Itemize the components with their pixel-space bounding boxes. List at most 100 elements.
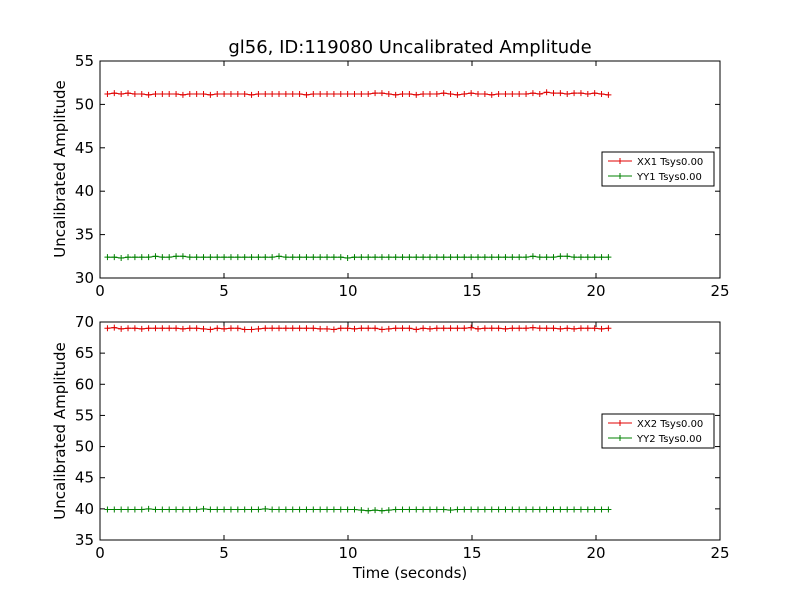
- data-point: [200, 505, 207, 512]
- data-point: [358, 254, 365, 261]
- data-point: [351, 325, 358, 332]
- data-point: [193, 90, 200, 97]
- data-point: [564, 325, 571, 332]
- data-point: [241, 506, 248, 513]
- data-point: [529, 90, 536, 97]
- data-point: [324, 506, 331, 513]
- data-point: [509, 325, 516, 332]
- data-point: [214, 325, 221, 332]
- y-tick-label: 55: [75, 52, 94, 70]
- data-point: [523, 325, 530, 332]
- data-point: [413, 506, 420, 513]
- data-point: [378, 254, 385, 261]
- data-point: [385, 507, 392, 514]
- data-point: [577, 325, 584, 332]
- data-point: [193, 325, 200, 332]
- data-point: [454, 325, 461, 332]
- y-tick-label: 35: [75, 226, 94, 244]
- data-point: [468, 506, 475, 513]
- data-point: [557, 90, 564, 97]
- data-point: [495, 506, 502, 513]
- data-point: [159, 325, 166, 332]
- data-point: [296, 506, 303, 513]
- data-point: [179, 91, 186, 98]
- data-point: [262, 90, 269, 97]
- data-point: [207, 506, 214, 513]
- data-point: [344, 90, 351, 97]
- data-point: [351, 506, 358, 513]
- data-point: [145, 325, 152, 332]
- data-point: [605, 506, 612, 513]
- data-point: [454, 254, 461, 261]
- data-point: [138, 254, 145, 261]
- data-point: [426, 254, 433, 261]
- x-tick-label: 0: [95, 282, 105, 300]
- data-point: [468, 324, 475, 331]
- data-point: [564, 506, 571, 513]
- data-point: [550, 325, 557, 332]
- x-axis-label: Time (seconds): [352, 564, 468, 582]
- data-point: [310, 254, 317, 261]
- data-point: [234, 325, 241, 332]
- data-point: [324, 254, 331, 261]
- data-point: [152, 253, 159, 260]
- data-point: [111, 324, 118, 331]
- data-point: [426, 506, 433, 513]
- data-point: [543, 89, 550, 96]
- data-point: [118, 325, 125, 332]
- x-tick-label: 25: [710, 544, 729, 562]
- data-point: [193, 506, 200, 513]
- data-point: [351, 90, 358, 97]
- data-point: [344, 325, 351, 332]
- data-point: [502, 325, 509, 332]
- data-point: [468, 254, 475, 261]
- data-point: [433, 254, 440, 261]
- data-point: [159, 506, 166, 513]
- data-point: [227, 254, 234, 261]
- x-tick-label: 5: [219, 544, 229, 562]
- data-point: [145, 91, 152, 98]
- y-tick-label: 35: [75, 531, 94, 549]
- y-tick-label: 45: [75, 139, 94, 157]
- data-point: [344, 506, 351, 513]
- legend-label: YY2 Tsys0.00: [636, 434, 702, 445]
- data-point: [378, 326, 385, 333]
- data-point: [262, 325, 269, 332]
- data-point: [536, 506, 543, 513]
- data-point: [406, 254, 413, 261]
- data-point: [276, 90, 283, 97]
- data-point: [543, 325, 550, 332]
- data-point: [166, 325, 173, 332]
- data-point: [529, 324, 536, 331]
- data-point: [591, 254, 598, 261]
- data-point: [289, 90, 296, 97]
- data-point: [337, 506, 344, 513]
- data-point: [221, 254, 228, 261]
- data-point: [598, 90, 605, 97]
- data-point: [399, 325, 406, 332]
- data-point: [550, 90, 557, 97]
- data-point: [104, 506, 111, 513]
- data-point: [255, 325, 262, 332]
- chart-title: gl56, ID:119080 Uncalibrated Amplitude: [228, 37, 591, 58]
- data-point: [372, 325, 379, 332]
- data-point: [447, 507, 454, 514]
- data-point: [413, 326, 420, 333]
- data-point: [186, 325, 193, 332]
- data-point: [365, 325, 372, 332]
- data-point: [399, 254, 406, 261]
- data-point: [509, 90, 516, 97]
- data-point: [255, 254, 262, 261]
- data-point: [598, 254, 605, 261]
- data-point: [365, 90, 372, 97]
- data-point: [221, 90, 228, 97]
- plot-frame: [99, 60, 721, 279]
- data-point: [227, 325, 234, 332]
- x-tick-label: 20: [586, 282, 605, 300]
- data-point: [495, 90, 502, 97]
- data-point: [289, 254, 296, 261]
- data-point: [276, 506, 283, 513]
- data-point: [104, 254, 111, 261]
- data-point: [475, 90, 482, 97]
- data-point: [392, 325, 399, 332]
